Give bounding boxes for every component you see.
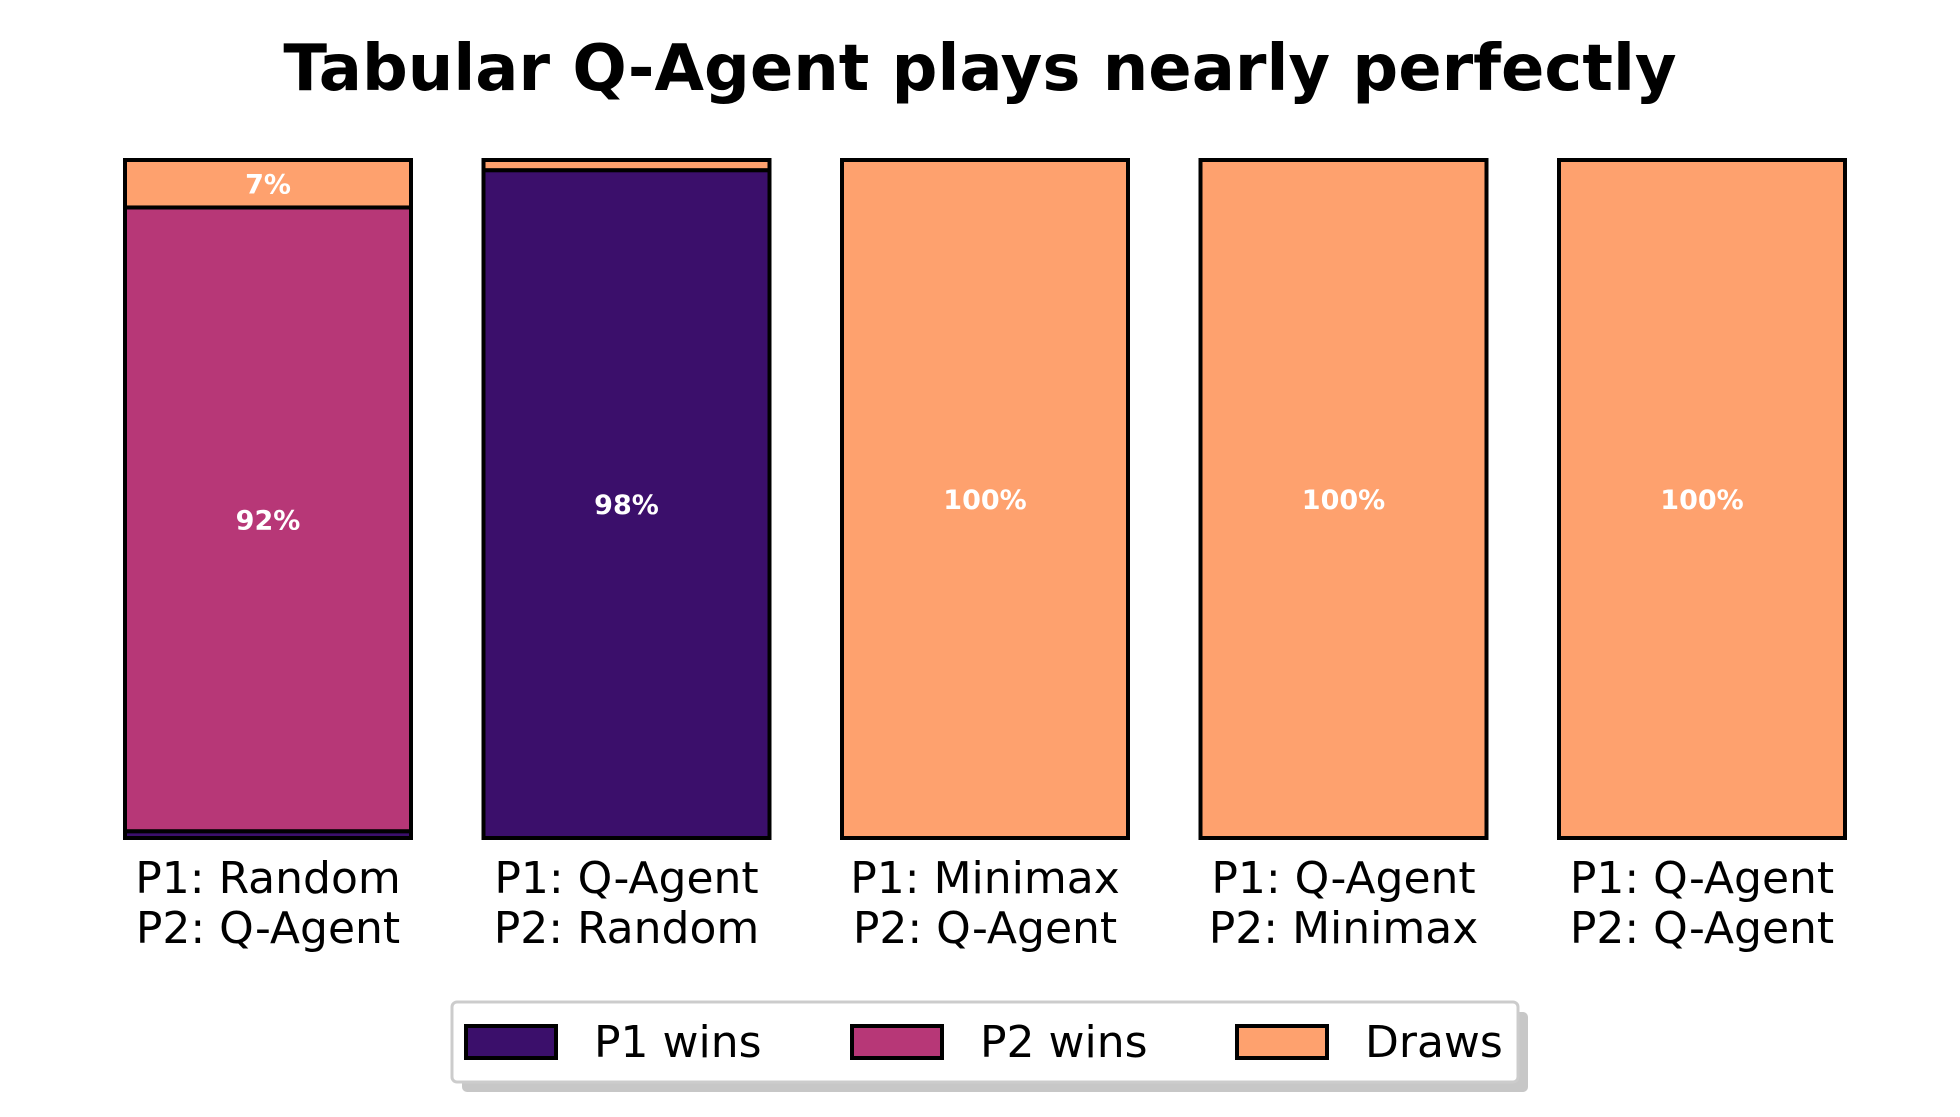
data-label-2-1: 98%: [594, 490, 659, 521]
bar-segment-p2-wins-1: [123, 205, 413, 834]
bar-segment-draws-3: [840, 158, 1130, 840]
bar-segment-draws-5: [1557, 158, 1847, 840]
category-label-2-line-2: P2: Random: [494, 903, 760, 954]
bar-segment-draws-2: [481, 158, 772, 173]
category-label-4-line-2: P2: Minimax: [1209, 903, 1479, 954]
data-labels-layer: 92% 7% 98% 100% 100% 100%: [236, 170, 1744, 537]
legend-label-p2-wins: P2 wins: [980, 1017, 1148, 1068]
bar-segment-p1-wins-2: [481, 168, 772, 841]
legend-swatch-p1-wins: [464, 1024, 558, 1060]
bar-segment-draws-4: [1198, 158, 1489, 840]
legend: P1 wins P2 wins Draws: [450, 1000, 1528, 1092]
bars-layer: [123, 158, 1847, 841]
data-label-5-3: 100%: [1660, 485, 1743, 516]
legend-box: [450, 1000, 1520, 1084]
chart-title: Tabular Q-Agent plays nearly perfectly: [283, 32, 1676, 106]
bar-segment-draws-1: [123, 158, 413, 210]
data-label-3-3: 100%: [943, 485, 1026, 516]
legend-swatch-p2-wins: [850, 1024, 944, 1060]
legend-label-draws: Draws: [1365, 1017, 1503, 1068]
category-label-1-line-1: P1: Random: [135, 853, 401, 904]
category-label-3-line-2: P2: Q-Agent: [853, 903, 1117, 954]
legend-items: P1 wins P2 wins Draws: [464, 1017, 1503, 1068]
data-label-1-2: 92%: [236, 505, 301, 536]
data-label-4-3: 100%: [1302, 485, 1385, 516]
category-label-5-line-2: P2: Q-Agent: [1570, 903, 1834, 954]
legend-swatch-draws: [1235, 1024, 1329, 1060]
legend-label-p1-wins: P1 wins: [594, 1017, 762, 1068]
category-label-1-line-2: P2: Q-Agent: [136, 903, 400, 954]
category-label-3-line-1: P1: Minimax: [850, 853, 1120, 904]
category-label-4-line-1: P1: Q-Agent: [1211, 853, 1475, 904]
data-label-1-3: 7%: [245, 170, 291, 201]
category-label-2-line-1: P1: Q-Agent: [494, 853, 758, 904]
category-label-5-line-1: P1: Q-Agent: [1570, 853, 1834, 904]
